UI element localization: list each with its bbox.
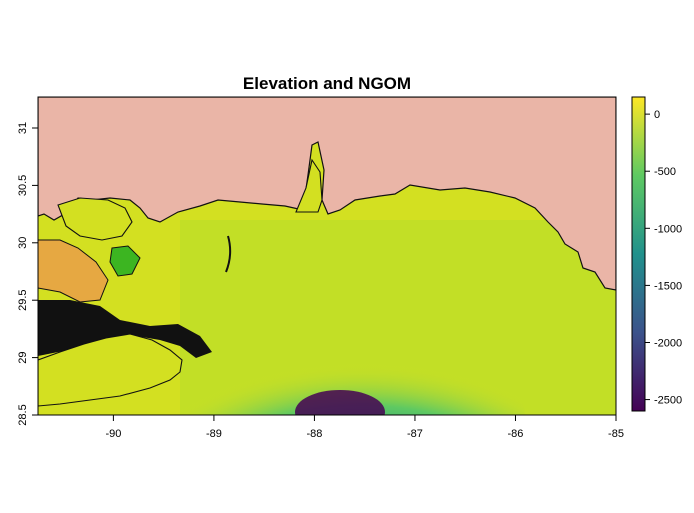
delta-coast bbox=[38, 300, 212, 358]
x-tick-label: -90 bbox=[105, 428, 121, 440]
legend-tick-label: -500 bbox=[654, 166, 676, 178]
y-tick-label: 28.5 bbox=[17, 404, 29, 425]
x-tick-label: -86 bbox=[508, 428, 524, 440]
legend-tick-label: 0 bbox=[654, 109, 660, 121]
deepest-point bbox=[295, 390, 385, 415]
marsh-orange bbox=[38, 239, 109, 303]
map-frame bbox=[37, 96, 617, 416]
legend-tick-label: -2500 bbox=[654, 395, 682, 407]
y-axis: 28.5 29 29.5 30 30.5 31 bbox=[17, 122, 38, 426]
legend-ticks: 0 -500 -1000 -1500 -2000 -2500 bbox=[645, 109, 682, 407]
y-tick-label: 29.5 bbox=[17, 289, 29, 310]
delta-lobe bbox=[38, 333, 183, 407]
elevation-legend: 0 -500 -1000 -1500 -2000 -2500 bbox=[631, 96, 682, 412]
deep-basin bbox=[165, 305, 525, 415]
x-tick-label: -89 bbox=[206, 428, 222, 440]
legend-tick-label: -2000 bbox=[654, 337, 682, 349]
legend-tick-label: -1000 bbox=[654, 223, 682, 235]
y-tick-label: 29 bbox=[17, 351, 29, 363]
bay-left bbox=[57, 197, 133, 241]
legend-colorbar bbox=[631, 96, 646, 412]
x-tick-label: -88 bbox=[306, 428, 322, 440]
x-tick-label: -85 bbox=[608, 428, 624, 440]
barrier-islands bbox=[225, 235, 232, 273]
bay-center bbox=[295, 158, 323, 213]
x-tick-label: -87 bbox=[407, 428, 423, 440]
y-tick-label: 31 bbox=[17, 122, 29, 134]
land-area bbox=[38, 97, 616, 291]
legend-tick-label: -1500 bbox=[654, 280, 682, 292]
marsh-green bbox=[109, 245, 141, 277]
map-panel bbox=[38, 97, 616, 415]
y-tick-label: 30 bbox=[17, 237, 29, 249]
x-axis: -90 -89 -88 -87 -86 -85 bbox=[105, 415, 624, 440]
map-title: Elevation and NGOM bbox=[243, 74, 411, 93]
y-tick-label: 30.5 bbox=[17, 175, 29, 196]
